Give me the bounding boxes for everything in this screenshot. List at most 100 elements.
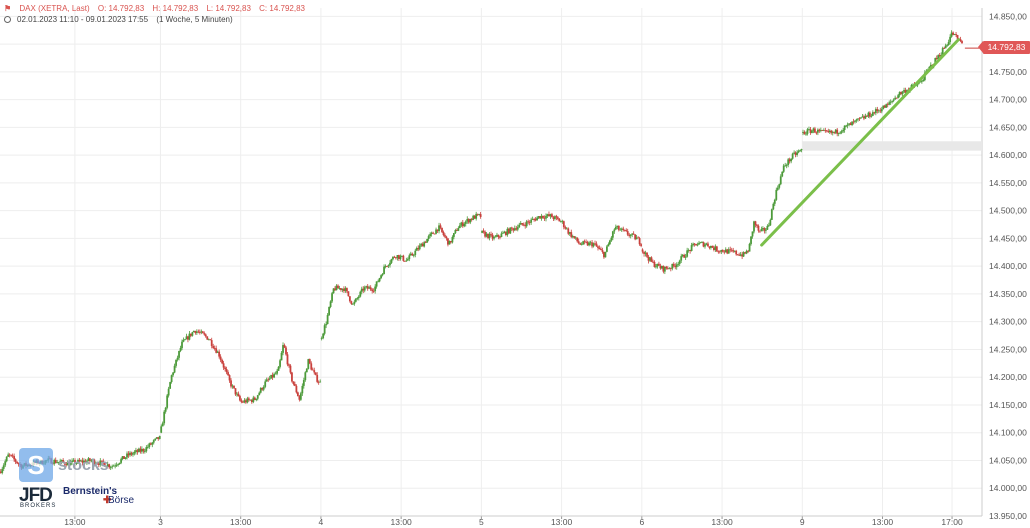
candle-body [724, 249, 727, 253]
candle-body [99, 460, 102, 465]
candle-body [552, 217, 555, 219]
candle-body [858, 118, 861, 120]
clock-icon [4, 16, 11, 23]
candle-body [603, 251, 605, 258]
candle-body [519, 223, 522, 225]
candle-body [250, 399, 253, 403]
candle-body [586, 242, 589, 246]
candle-body [848, 123, 850, 125]
candle-body [527, 221, 530, 223]
candle-body [487, 233, 489, 239]
candle-body [763, 228, 766, 231]
x-tick-label: 6 [639, 517, 644, 527]
candle-body [831, 131, 834, 133]
candle-body [475, 213, 478, 219]
candle-body [201, 331, 204, 334]
candle-body [686, 250, 689, 257]
candle-body [949, 36, 952, 43]
candle-body [326, 315, 329, 325]
candle-body [944, 45, 947, 49]
candle-body [528, 222, 531, 223]
candle-body [372, 290, 375, 292]
candle-body [302, 380, 305, 386]
candle-body [233, 385, 235, 389]
candle-body [368, 287, 371, 289]
candle-body [452, 233, 455, 237]
candle-body [582, 241, 585, 245]
candle-body [950, 32, 953, 37]
candle-body [698, 242, 700, 245]
candle-body [592, 243, 595, 247]
candle-body [811, 130, 813, 133]
candle-body [800, 149, 803, 151]
candle-body [608, 240, 611, 245]
candle-body [155, 437, 158, 439]
candle-body [741, 254, 744, 257]
candle-body [444, 235, 446, 237]
candle-body [392, 256, 394, 260]
borse-cross-icon: ✚ [103, 495, 112, 506]
candle-body [494, 236, 497, 238]
candle-body [218, 351, 221, 357]
candle-body [707, 243, 709, 247]
candle-body [365, 286, 368, 288]
candle-body [629, 234, 632, 236]
candle-body [470, 218, 473, 220]
candle-body [482, 230, 485, 232]
candle-body [565, 228, 568, 230]
candle-body [816, 129, 819, 133]
candle-body [543, 217, 546, 219]
candle-body [343, 288, 345, 292]
candle-body [14, 459, 17, 462]
candle-body [288, 364, 290, 366]
candle-body [351, 303, 354, 305]
candle-body [111, 466, 114, 468]
candle-body [4, 461, 7, 466]
candle-body [230, 380, 232, 387]
candle-body [805, 133, 807, 135]
candle-body [423, 242, 426, 247]
candle-body [88, 458, 91, 461]
candle-body [640, 244, 642, 246]
candle-body [429, 234, 432, 237]
y-tick-label: 14.700,00 [989, 95, 1027, 105]
candle-body [274, 373, 277, 375]
candle-body [10, 454, 13, 456]
candle-body [504, 231, 507, 236]
candle-body [891, 100, 894, 102]
candle-body [497, 234, 500, 237]
candle-body [903, 90, 905, 92]
candle-body [270, 374, 273, 379]
candle-body [549, 214, 552, 217]
candle-body [843, 125, 846, 130]
candle-body [213, 348, 216, 349]
candle-body [96, 463, 99, 465]
candle-body [172, 372, 174, 376]
candle-body [818, 129, 821, 131]
candle-body [623, 229, 626, 231]
candle-body [323, 325, 326, 334]
candle-body [695, 243, 697, 246]
candle-body [457, 228, 460, 231]
candle-body [646, 252, 648, 257]
candle-body [860, 117, 862, 119]
candle-body [314, 372, 317, 375]
stocks-logo-text: stocks [58, 457, 109, 474]
candle-body [164, 407, 167, 412]
candle-body [782, 165, 785, 172]
candle-body [227, 372, 229, 376]
candle-body [634, 234, 637, 240]
candle-body [334, 288, 336, 291]
candle-body [711, 245, 714, 248]
y-tick-label: 14.450,00 [989, 233, 1027, 243]
candle-body [129, 452, 131, 456]
candle-body [790, 158, 793, 162]
candle-body [696, 244, 699, 246]
candle-body [148, 443, 151, 447]
candle-body [242, 401, 244, 403]
candle-body [503, 231, 506, 233]
candle-body [561, 221, 564, 222]
candle-body [735, 250, 738, 255]
candle-body [63, 462, 66, 465]
